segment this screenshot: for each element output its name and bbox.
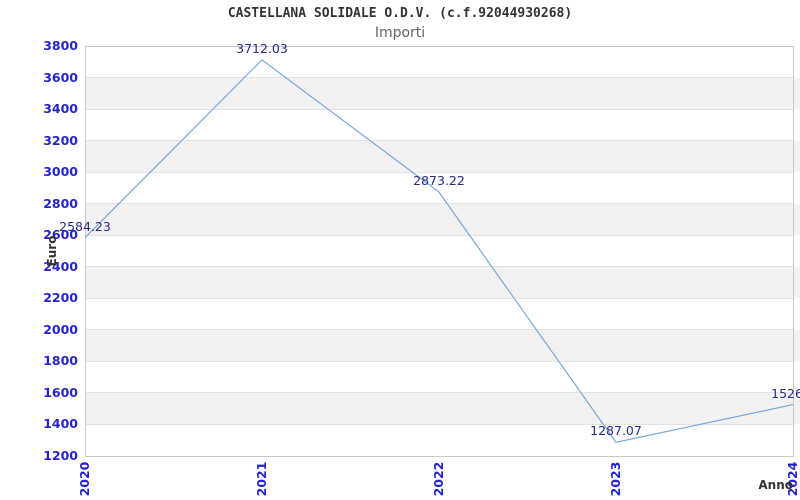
x-axis-title: Anno	[758, 478, 793, 492]
plot-band	[85, 140, 800, 173]
gridline	[85, 108, 793, 110]
y-tick-label: 1400	[43, 416, 78, 432]
gridline	[85, 423, 793, 425]
x-tick-label: 2021	[254, 461, 269, 497]
gridline	[85, 360, 793, 362]
data-point-label: 3712.03	[236, 40, 288, 56]
gridline	[85, 392, 793, 394]
x-tick-label: 2022	[431, 461, 446, 497]
plot-border-line	[85, 46, 793, 47]
y-axis-title: Euro	[45, 235, 59, 267]
data-point-label: 2584.23	[59, 218, 111, 234]
y-tick-label: 1600	[43, 384, 78, 400]
gridline	[85, 329, 793, 331]
y-tick-label: 3000	[43, 164, 78, 180]
y-tick-label: 3400	[43, 101, 78, 117]
plot-border-line	[85, 456, 794, 457]
data-point-label: 1287.07	[590, 423, 642, 439]
plot-border-line	[85, 46, 86, 456]
y-tick-label: 2000	[43, 321, 78, 337]
gridline	[85, 266, 793, 268]
plot-band	[85, 329, 800, 362]
data-point-label: 2873.22	[413, 173, 465, 189]
y-tick-label: 3600	[43, 69, 78, 85]
chart-subtitle: Importi	[374, 25, 426, 41]
y-tick-label: 3800	[43, 38, 78, 53]
plot-border-line	[793, 46, 794, 456]
gridline	[85, 140, 793, 142]
data-point-label: 1526.1	[771, 385, 800, 401]
plot-band	[85, 77, 800, 110]
y-tick-label: 2800	[43, 195, 78, 211]
y-tick-label: 2200	[43, 290, 78, 306]
x-tick-label: 2023	[608, 461, 623, 497]
plot-band	[85, 203, 800, 236]
chart-title: CASTELLANA SOLIDALE O.D.V. (c.f.92044930…	[227, 6, 573, 21]
gridline	[85, 203, 793, 205]
gridline	[85, 77, 793, 79]
y-tick-label: 2400	[43, 258, 78, 274]
y-tick-label: 1200	[43, 448, 78, 463]
gridline	[85, 234, 793, 236]
plot-band	[85, 266, 800, 299]
y-tick-label: 2600	[43, 227, 78, 243]
gridline	[85, 297, 793, 299]
y-tick-label: 3200	[43, 132, 78, 148]
gridline	[85, 171, 793, 173]
plot-band	[85, 392, 800, 425]
y-tick-label: 1800	[43, 353, 78, 369]
x-tick-label: 2020	[77, 461, 92, 497]
